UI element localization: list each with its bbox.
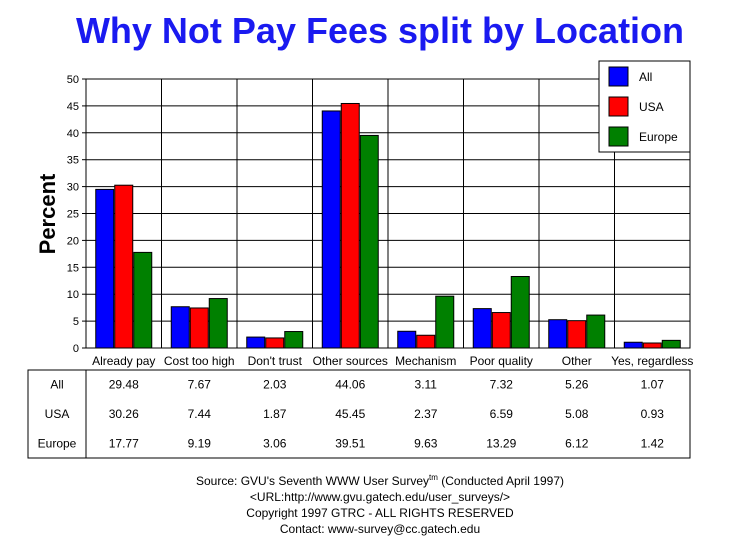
source-text: Source: GVU's Seventh WWW User Survey — [196, 474, 430, 488]
table-cell: 5.26 — [565, 378, 589, 392]
trademark-mark: tm — [429, 473, 438, 482]
table-row-label: All — [50, 378, 63, 392]
table-cell: 44.06 — [335, 378, 365, 392]
table-cell: 39.51 — [335, 436, 365, 450]
table-cell: 2.03 — [263, 378, 287, 392]
x-tick-label: Other — [562, 354, 592, 368]
url-line: <URL:http://www.gvu.gatech.edu/user_surv… — [249, 490, 511, 504]
x-tick-label: Other sources — [313, 354, 388, 368]
y-tick-label: 0 — [73, 343, 79, 355]
bar-all-2 — [246, 336, 266, 349]
x-tick-label: Yes, regardless — [611, 354, 693, 368]
bar-usa-2 — [265, 337, 285, 349]
footer: Source: GVU's Seventh WWW User Surveytm … — [150, 470, 610, 537]
bar-all-6 — [548, 319, 568, 349]
x-tick-label: Mechanism — [395, 354, 456, 368]
bar-chart: 0 5 10 15 20 25 30 35 40 45 50 Already pay Cost too… — [27, 60, 693, 459]
contact-line: Contact: www-survey@cc.gatech.edu — [279, 522, 481, 536]
y-tick-label: 10 — [67, 289, 79, 301]
table-cell: 9.63 — [414, 436, 438, 450]
bar-usa-5 — [491, 312, 511, 349]
bar-europe-6 — [586, 314, 606, 349]
y-tick-label: 30 — [67, 182, 79, 194]
table-cell: 13.29 — [486, 436, 516, 450]
bar-usa-7 — [642, 342, 662, 349]
data-table: All 29.48 7.67 2.03 44.06 3.11 7.32 5.26 1.07 USA… — [27, 369, 691, 459]
table-cell: 7.32 — [490, 378, 514, 392]
table-row-label: USA — [45, 407, 70, 421]
bar-europe-7 — [661, 339, 681, 349]
table-cell: 9.19 — [188, 436, 212, 450]
table-cell: 3.11 — [415, 378, 438, 392]
table-cell: 6.59 — [490, 407, 514, 421]
x-tick-labels: Already pay Cost too high Don't trust Other… — [92, 354, 693, 368]
table-cell: 5.08 — [565, 407, 589, 421]
legend-label-europe: Europe — [639, 130, 678, 144]
x-tick-label: Don't trust — [248, 354, 303, 368]
y-axis-label: Percent — [35, 173, 60, 254]
y-tick-label: 45 — [67, 101, 79, 113]
bar-all-3 — [321, 110, 341, 349]
bar-europe-1 — [208, 298, 228, 349]
bar-europe-2 — [284, 331, 304, 349]
legend: All USA Europe — [598, 60, 691, 153]
bar-europe-4 — [435, 295, 455, 349]
source-line: Source: GVU's Seventh WWW User Surveytm … — [150, 470, 610, 489]
bars — [95, 102, 681, 349]
y-tick-labels: 0 5 10 15 20 25 30 35 40 45 50 — [67, 74, 79, 355]
table-frame — [27, 369, 691, 459]
table-cell: 2.37 — [414, 407, 438, 421]
bar-europe-3 — [359, 134, 379, 349]
y-tick-label: 50 — [67, 74, 79, 86]
bar-all-1 — [170, 306, 190, 349]
table-cell: 30.26 — [109, 407, 139, 421]
bar-all-7 — [623, 341, 643, 349]
copyright-line: Copyright 1997 GTRC - ALL RIGHTS RESERVE… — [246, 506, 514, 520]
bar-usa-4 — [416, 334, 436, 349]
legend-label-usa: USA — [639, 100, 664, 114]
bar-usa-1 — [189, 307, 209, 349]
table-cell: 6.12 — [565, 436, 589, 450]
bar-usa-3 — [340, 102, 360, 349]
y-tick-label: 25 — [67, 209, 79, 221]
y-tick-label: 15 — [67, 262, 79, 274]
plot-frame — [85, 78, 691, 349]
bar-europe-0 — [133, 251, 153, 349]
legend-swatch-all — [608, 66, 629, 87]
y-tick-label: 20 — [67, 235, 79, 247]
chart-title: Why Not Pay Fees split by Location — [75, 10, 685, 51]
legend-label-all: All — [639, 70, 652, 84]
table-cell: 3.06 — [263, 436, 287, 450]
legend-swatch-europe — [608, 126, 629, 147]
table-cell: 1.07 — [641, 378, 665, 392]
legend-swatch-usa — [608, 96, 629, 117]
axes — [82, 78, 691, 349]
table-cell: 17.77 — [109, 436, 139, 450]
table-row-label: Europe — [38, 436, 77, 450]
bar-all-4 — [397, 330, 417, 349]
table-cell: 0.93 — [641, 407, 665, 421]
y-tick-label: 5 — [73, 316, 79, 328]
bar-all-0 — [95, 188, 115, 349]
table-cell: 45.45 — [335, 407, 365, 421]
bar-usa-6 — [567, 320, 587, 349]
table-cell: 1.42 — [641, 436, 665, 450]
conducted-text: (Conducted April 1997) — [437, 474, 564, 488]
bar-all-5 — [472, 308, 492, 349]
table-cell: 7.44 — [188, 407, 212, 421]
x-tick-label: Already pay — [92, 354, 155, 368]
x-tick-label: Poor quality — [470, 354, 533, 368]
y-tick-label: 35 — [67, 155, 79, 167]
table-cell: 7.67 — [188, 378, 212, 392]
table-cell: 1.87 — [263, 407, 287, 421]
bar-europe-5 — [510, 275, 530, 349]
y-tick-label: 40 — [67, 128, 79, 140]
table-cell: 29.48 — [109, 378, 139, 392]
bar-usa-0 — [114, 184, 134, 349]
x-tick-label: Cost too high — [164, 354, 235, 368]
